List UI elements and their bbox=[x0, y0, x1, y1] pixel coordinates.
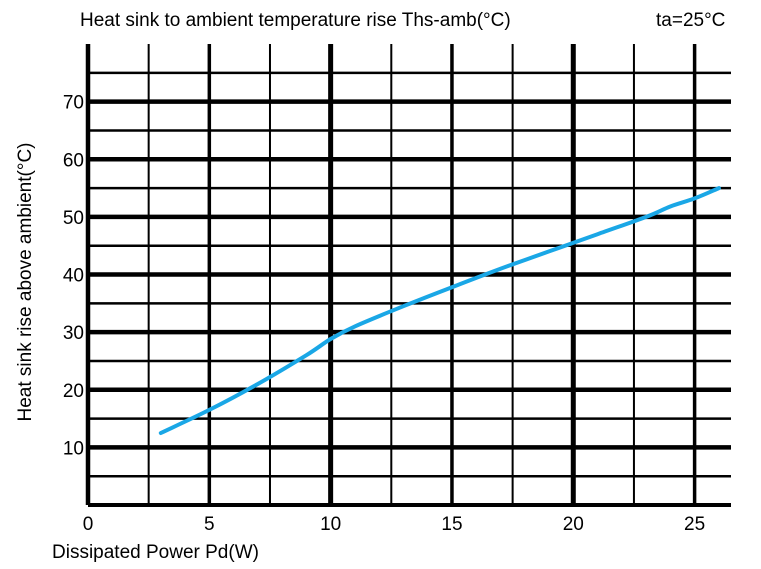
x-axis-label: Dissipated Power Pd(W) bbox=[52, 542, 259, 563]
y-tick-label: 60 bbox=[63, 150, 84, 171]
y-tick-label: 50 bbox=[63, 208, 84, 229]
y-tick-label: 40 bbox=[63, 266, 84, 287]
x-tick-label: 20 bbox=[563, 514, 584, 535]
x-tick-label: 5 bbox=[204, 514, 215, 535]
tick-labels: 10 20 30 40 50 60 70 0 5 10 15 20 25 bbox=[63, 93, 705, 535]
x-tick-label: 25 bbox=[684, 514, 705, 535]
x-tick-label: 10 bbox=[320, 514, 341, 535]
x-tick-label: 15 bbox=[441, 514, 462, 535]
y-tick-label: 30 bbox=[63, 323, 84, 344]
y-tick-label: 20 bbox=[63, 381, 84, 402]
y-tick-label: 10 bbox=[63, 438, 84, 459]
chart-title: Heat sink to ambient temperature rise Th… bbox=[80, 10, 511, 31]
y-tick-label: 70 bbox=[63, 93, 84, 114]
ambient-condition-label: ta=25°C bbox=[656, 10, 726, 31]
series-line bbox=[158, 186, 721, 435]
grid-lines bbox=[85, 44, 731, 507]
x-tick-label: 0 bbox=[83, 514, 94, 535]
data-series bbox=[158, 186, 721, 435]
